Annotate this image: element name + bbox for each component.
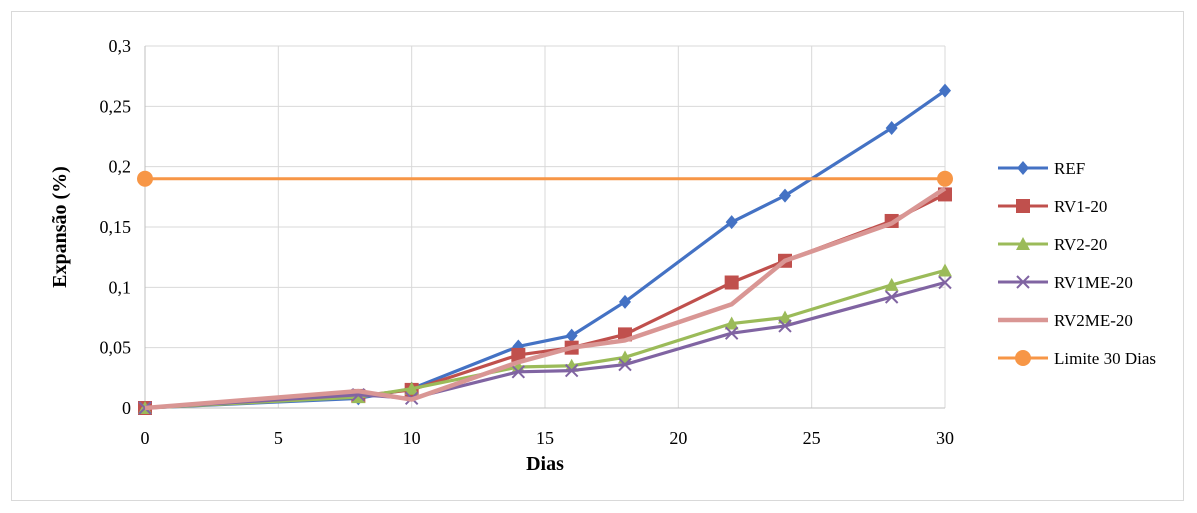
data-point-ref bbox=[619, 294, 631, 309]
y-tick-label: 0,25 bbox=[100, 96, 132, 116]
legend-item-rv2-20: RV2-20 bbox=[998, 235, 1107, 254]
data-point-ref bbox=[725, 215, 738, 230]
data-point-rv2-20 bbox=[884, 277, 899, 291]
legend-item-rv2me-20: RV2ME-20 bbox=[998, 311, 1133, 330]
data-point-rv2-20 bbox=[724, 316, 739, 330]
data-point-rv1me-20 bbox=[884, 290, 899, 304]
x-axis-title: Dias bbox=[526, 453, 564, 475]
legend-label: RV1ME-20 bbox=[1054, 273, 1133, 292]
legend-label: RV2ME-20 bbox=[1054, 311, 1133, 330]
data-point-rv1me-20 bbox=[938, 275, 952, 290]
x-tick-label: 5 bbox=[274, 428, 283, 448]
series-rv2me-20 bbox=[144, 186, 947, 411]
legend-label: REF bbox=[1054, 159, 1085, 178]
data-point-rv1-20 bbox=[724, 275, 739, 290]
y-tick-label: 0,3 bbox=[109, 36, 132, 56]
y-tick-label: 0 bbox=[122, 398, 131, 418]
data-point-ref bbox=[565, 328, 578, 343]
legend-marker bbox=[1016, 237, 1030, 250]
data-point-rv2-20 bbox=[938, 263, 952, 277]
y-tick-label: 0,2 bbox=[109, 157, 132, 177]
x-tick-label: 15 bbox=[536, 428, 554, 448]
y-tick-label: 0,05 bbox=[100, 338, 132, 358]
legend-item-limite-30-dias: Limite 30 Dias bbox=[998, 349, 1156, 368]
series-line-rv2-20 bbox=[144, 268, 946, 410]
legend-marker bbox=[1015, 350, 1031, 366]
data-point-rv2-20 bbox=[511, 359, 526, 373]
data-point-rv2-20 bbox=[404, 381, 419, 395]
legend-item-ref: REF bbox=[998, 159, 1085, 178]
series-line-rv2me-20 bbox=[144, 186, 947, 411]
x-tick-label: 10 bbox=[403, 428, 421, 448]
data-point-rv2-20 bbox=[778, 310, 792, 324]
legend-item-rv1-20: RV1-20 bbox=[998, 197, 1107, 216]
y-tick-label: 0,15 bbox=[100, 217, 132, 237]
data-point-rv1me-20 bbox=[618, 357, 632, 372]
x-tick-label: 25 bbox=[803, 428, 821, 448]
data-point-rv1me-20 bbox=[724, 326, 739, 340]
legend-label: RV1-20 bbox=[1054, 197, 1107, 216]
data-point-rv2-20 bbox=[564, 358, 579, 372]
legend-marker bbox=[1016, 275, 1030, 289]
legend-marker bbox=[1016, 199, 1030, 213]
legend-marker bbox=[1017, 161, 1029, 175]
data-point-rv1me-20 bbox=[778, 319, 792, 333]
data-point-limite-30-dias bbox=[937, 170, 953, 187]
x-tick-label: 0 bbox=[141, 428, 150, 448]
legend-label: Limite 30 Dias bbox=[1054, 349, 1156, 368]
data-point-rv2-20 bbox=[351, 390, 366, 404]
y-axis-title: Expansão (%) bbox=[49, 166, 71, 288]
legend-item-rv1me-20: RV1ME-20 bbox=[998, 273, 1133, 292]
data-point-rv1me-20 bbox=[564, 363, 579, 378]
legend-label: RV2-20 bbox=[1054, 235, 1107, 254]
data-point-ref bbox=[885, 121, 898, 136]
data-point-rv1-20 bbox=[511, 347, 526, 362]
chart-frame bbox=[11, 11, 1184, 501]
y-tick-label: 0,1 bbox=[109, 277, 132, 297]
series-limite-30-dias bbox=[137, 170, 953, 187]
data-point-limite-30-dias bbox=[137, 170, 153, 187]
x-tick-label: 30 bbox=[936, 428, 954, 448]
x-tick-label: 20 bbox=[669, 428, 687, 448]
data-point-rv1me-20 bbox=[511, 365, 526, 379]
data-point-ref bbox=[939, 83, 951, 98]
data-point-ref bbox=[779, 188, 791, 203]
